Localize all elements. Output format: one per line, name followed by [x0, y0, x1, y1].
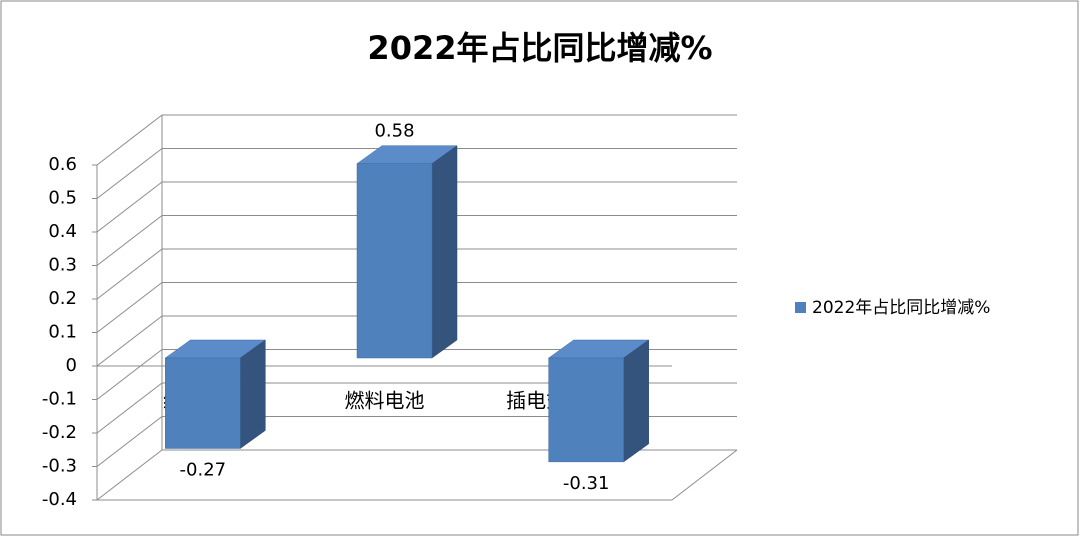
legend-label: 2022年占比同比增减%	[812, 298, 990, 318]
bar-side	[623, 339, 649, 463]
y-tick-label: -0.2	[42, 422, 77, 443]
bar-side	[240, 339, 266, 449]
y-tick-label: 0.1	[48, 322, 77, 343]
grid-line	[96, 114, 163, 166]
grid-line	[96, 416, 163, 467]
data-label: -0.27	[180, 459, 227, 480]
bar	[356, 163, 433, 359]
y-tick-label: -0.4	[42, 489, 77, 510]
y-tick-label: 0.3	[48, 255, 77, 276]
y-tick-label: 0.5	[48, 188, 77, 209]
x-tick-label: 燃料电池	[345, 389, 425, 413]
grid-line	[96, 248, 163, 300]
data-label: -0.31	[563, 473, 610, 494]
y-tick-label: 0.4	[48, 221, 77, 242]
y-tick-label: 0	[66, 355, 77, 376]
y-tick-label: 0.2	[48, 288, 77, 309]
legend-swatch	[795, 302, 806, 313]
grid-line	[96, 148, 163, 199]
grid-line	[96, 215, 163, 266]
grid-line	[96, 449, 163, 501]
grid-line	[96, 349, 163, 400]
chart-title: 2022年占比同比增减%	[367, 29, 712, 67]
floor-edge	[671, 449, 738, 501]
y-tick-label: 0.6	[48, 154, 77, 175]
y-tick-label: -0.1	[42, 389, 77, 410]
data-label: 0.58	[374, 121, 414, 142]
bar-side	[431, 145, 458, 359]
grid-line	[96, 282, 163, 333]
grid-line	[96, 382, 163, 434]
bar	[165, 357, 241, 449]
bar	[548, 357, 624, 463]
grid-line	[96, 315, 163, 367]
y-tick-label: -0.3	[42, 456, 77, 477]
grid-line	[96, 181, 163, 233]
